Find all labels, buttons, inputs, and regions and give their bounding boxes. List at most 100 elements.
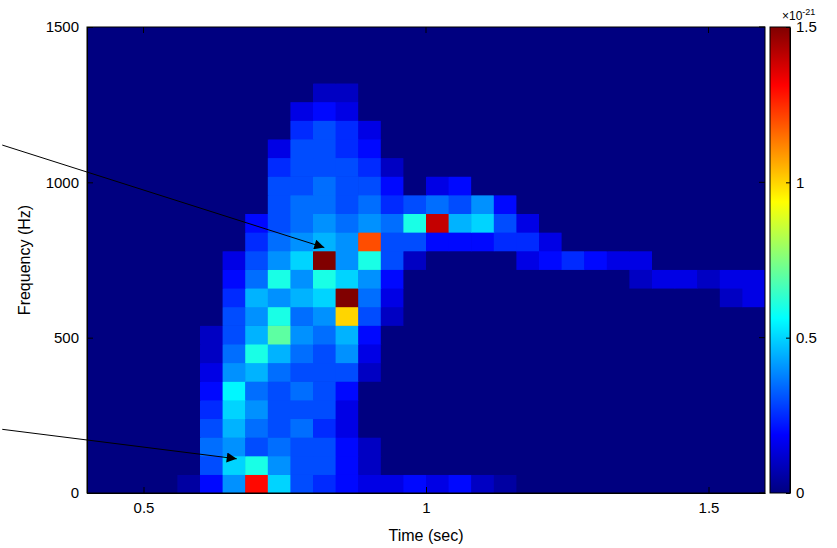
heatmap-cell: [132, 344, 155, 363]
heatmap-cell: [494, 363, 517, 382]
heatmap-cell: [449, 213, 472, 232]
x-tick-label: 0.5: [134, 499, 155, 516]
heatmap-cell: [675, 176, 698, 195]
y-tick-mark-right: [759, 182, 765, 183]
heatmap-cell: [584, 120, 607, 139]
heatmap-cell: [652, 213, 675, 232]
heatmap-cell: [223, 27, 246, 46]
heatmap-cell: [110, 139, 133, 158]
heatmap-cell: [336, 46, 359, 65]
heatmap-cell: [290, 307, 313, 326]
heatmap-cell: [313, 418, 336, 437]
heatmap-cell: [494, 46, 517, 65]
heatmap-cell: [290, 46, 313, 65]
heatmap-cell: [742, 102, 765, 121]
y-tick-mark: [87, 27, 93, 28]
heatmap-cell: [336, 120, 359, 139]
heatmap-cell: [313, 269, 336, 288]
colorbar: [770, 27, 790, 493]
heatmap-cell: [516, 288, 539, 307]
heatmap-cell: [200, 307, 223, 326]
heatmap-cell: [471, 46, 494, 65]
heatmap-cell: [177, 176, 200, 195]
heatmap-cell: [245, 232, 268, 251]
heatmap-cell: [155, 381, 178, 400]
y-axis-title: Frequency (Hz): [16, 205, 33, 315]
x-axis-line: [88, 493, 766, 494]
heatmap-cell: [268, 102, 291, 121]
x-tick: 1: [422, 487, 430, 516]
heatmap-cell: [177, 400, 200, 419]
heatmap-cell: [494, 213, 517, 232]
heatmap-cell: [742, 139, 765, 158]
heatmap-cell: [720, 176, 743, 195]
heatmap-cell: [516, 176, 539, 195]
heatmap-cell: [652, 232, 675, 251]
heatmap-cell: [245, 46, 268, 65]
heatmap-cell: [268, 307, 291, 326]
heatmap-cell: [652, 27, 675, 46]
heatmap-cell: [562, 437, 585, 456]
heatmap-cell: [584, 344, 607, 363]
heatmap-cell: [313, 344, 336, 363]
heatmap-cell: [629, 64, 652, 83]
heatmap-cell: [177, 418, 200, 437]
heatmap-cell: [223, 307, 246, 326]
heatmap-cell: [494, 344, 517, 363]
heatmap-cell: [697, 344, 720, 363]
heatmap-cell: [358, 102, 381, 121]
heatmap-cell: [449, 288, 472, 307]
heatmap-cell: [110, 232, 133, 251]
heatmap-cell: [268, 46, 291, 65]
heatmap-cell: [562, 381, 585, 400]
heatmap-cell: [607, 474, 630, 493]
heatmap-cell: [223, 251, 246, 270]
heatmap-cell: [336, 232, 359, 251]
heatmap-cell: [629, 381, 652, 400]
heatmap-cell: [471, 83, 494, 102]
heatmap-cell: [539, 269, 562, 288]
heatmap-cell: [381, 64, 404, 83]
heatmap-cell: [268, 232, 291, 251]
heatmap-cell: [313, 139, 336, 158]
heatmap-cell: [132, 288, 155, 307]
heatmap-cell: [607, 381, 630, 400]
heatmap-cell: [742, 456, 765, 475]
heatmap-cell: [132, 157, 155, 176]
heatmap-cell: [675, 195, 698, 214]
heatmap-cell: [200, 251, 223, 270]
x-axis-title: Time (sec): [389, 527, 464, 544]
heatmap-cell: [720, 27, 743, 46]
heatmap-cell: [742, 120, 765, 139]
heatmap-cell: [471, 456, 494, 475]
heatmap-cell: [245, 363, 268, 382]
heatmap-cell: [245, 418, 268, 437]
x-axis: 0.511.5: [88, 487, 766, 516]
heatmap-cell: [87, 102, 110, 121]
heatmap-cell: [132, 64, 155, 83]
heatmap-cell: [132, 83, 155, 102]
heatmap-cell: [516, 157, 539, 176]
heatmap-cell: [110, 195, 133, 214]
heatmap-cell: [403, 120, 426, 139]
heatmap-cell: [742, 381, 765, 400]
heatmap-cell: [652, 437, 675, 456]
heatmap-cell: [697, 307, 720, 326]
colorbar-tick: 0.5: [786, 329, 817, 346]
heatmap-cell: [742, 64, 765, 83]
heatmap-cell: [110, 46, 133, 65]
heatmap-cell: [697, 363, 720, 382]
heatmap-cell: [720, 213, 743, 232]
heatmap-cell: [471, 120, 494, 139]
heatmap-cell: [223, 288, 246, 307]
heatmap-cell: [358, 344, 381, 363]
heatmap-cell: [403, 288, 426, 307]
heatmap-cell: [268, 176, 291, 195]
heatmap-cell: [607, 213, 630, 232]
heatmap-cell: [697, 139, 720, 158]
heatmap-cell: [742, 251, 765, 270]
x-tick-mark: [709, 487, 710, 493]
heatmap-cell: [584, 139, 607, 158]
heatmap-cell: [336, 474, 359, 493]
heatmap-cell: [449, 307, 472, 326]
